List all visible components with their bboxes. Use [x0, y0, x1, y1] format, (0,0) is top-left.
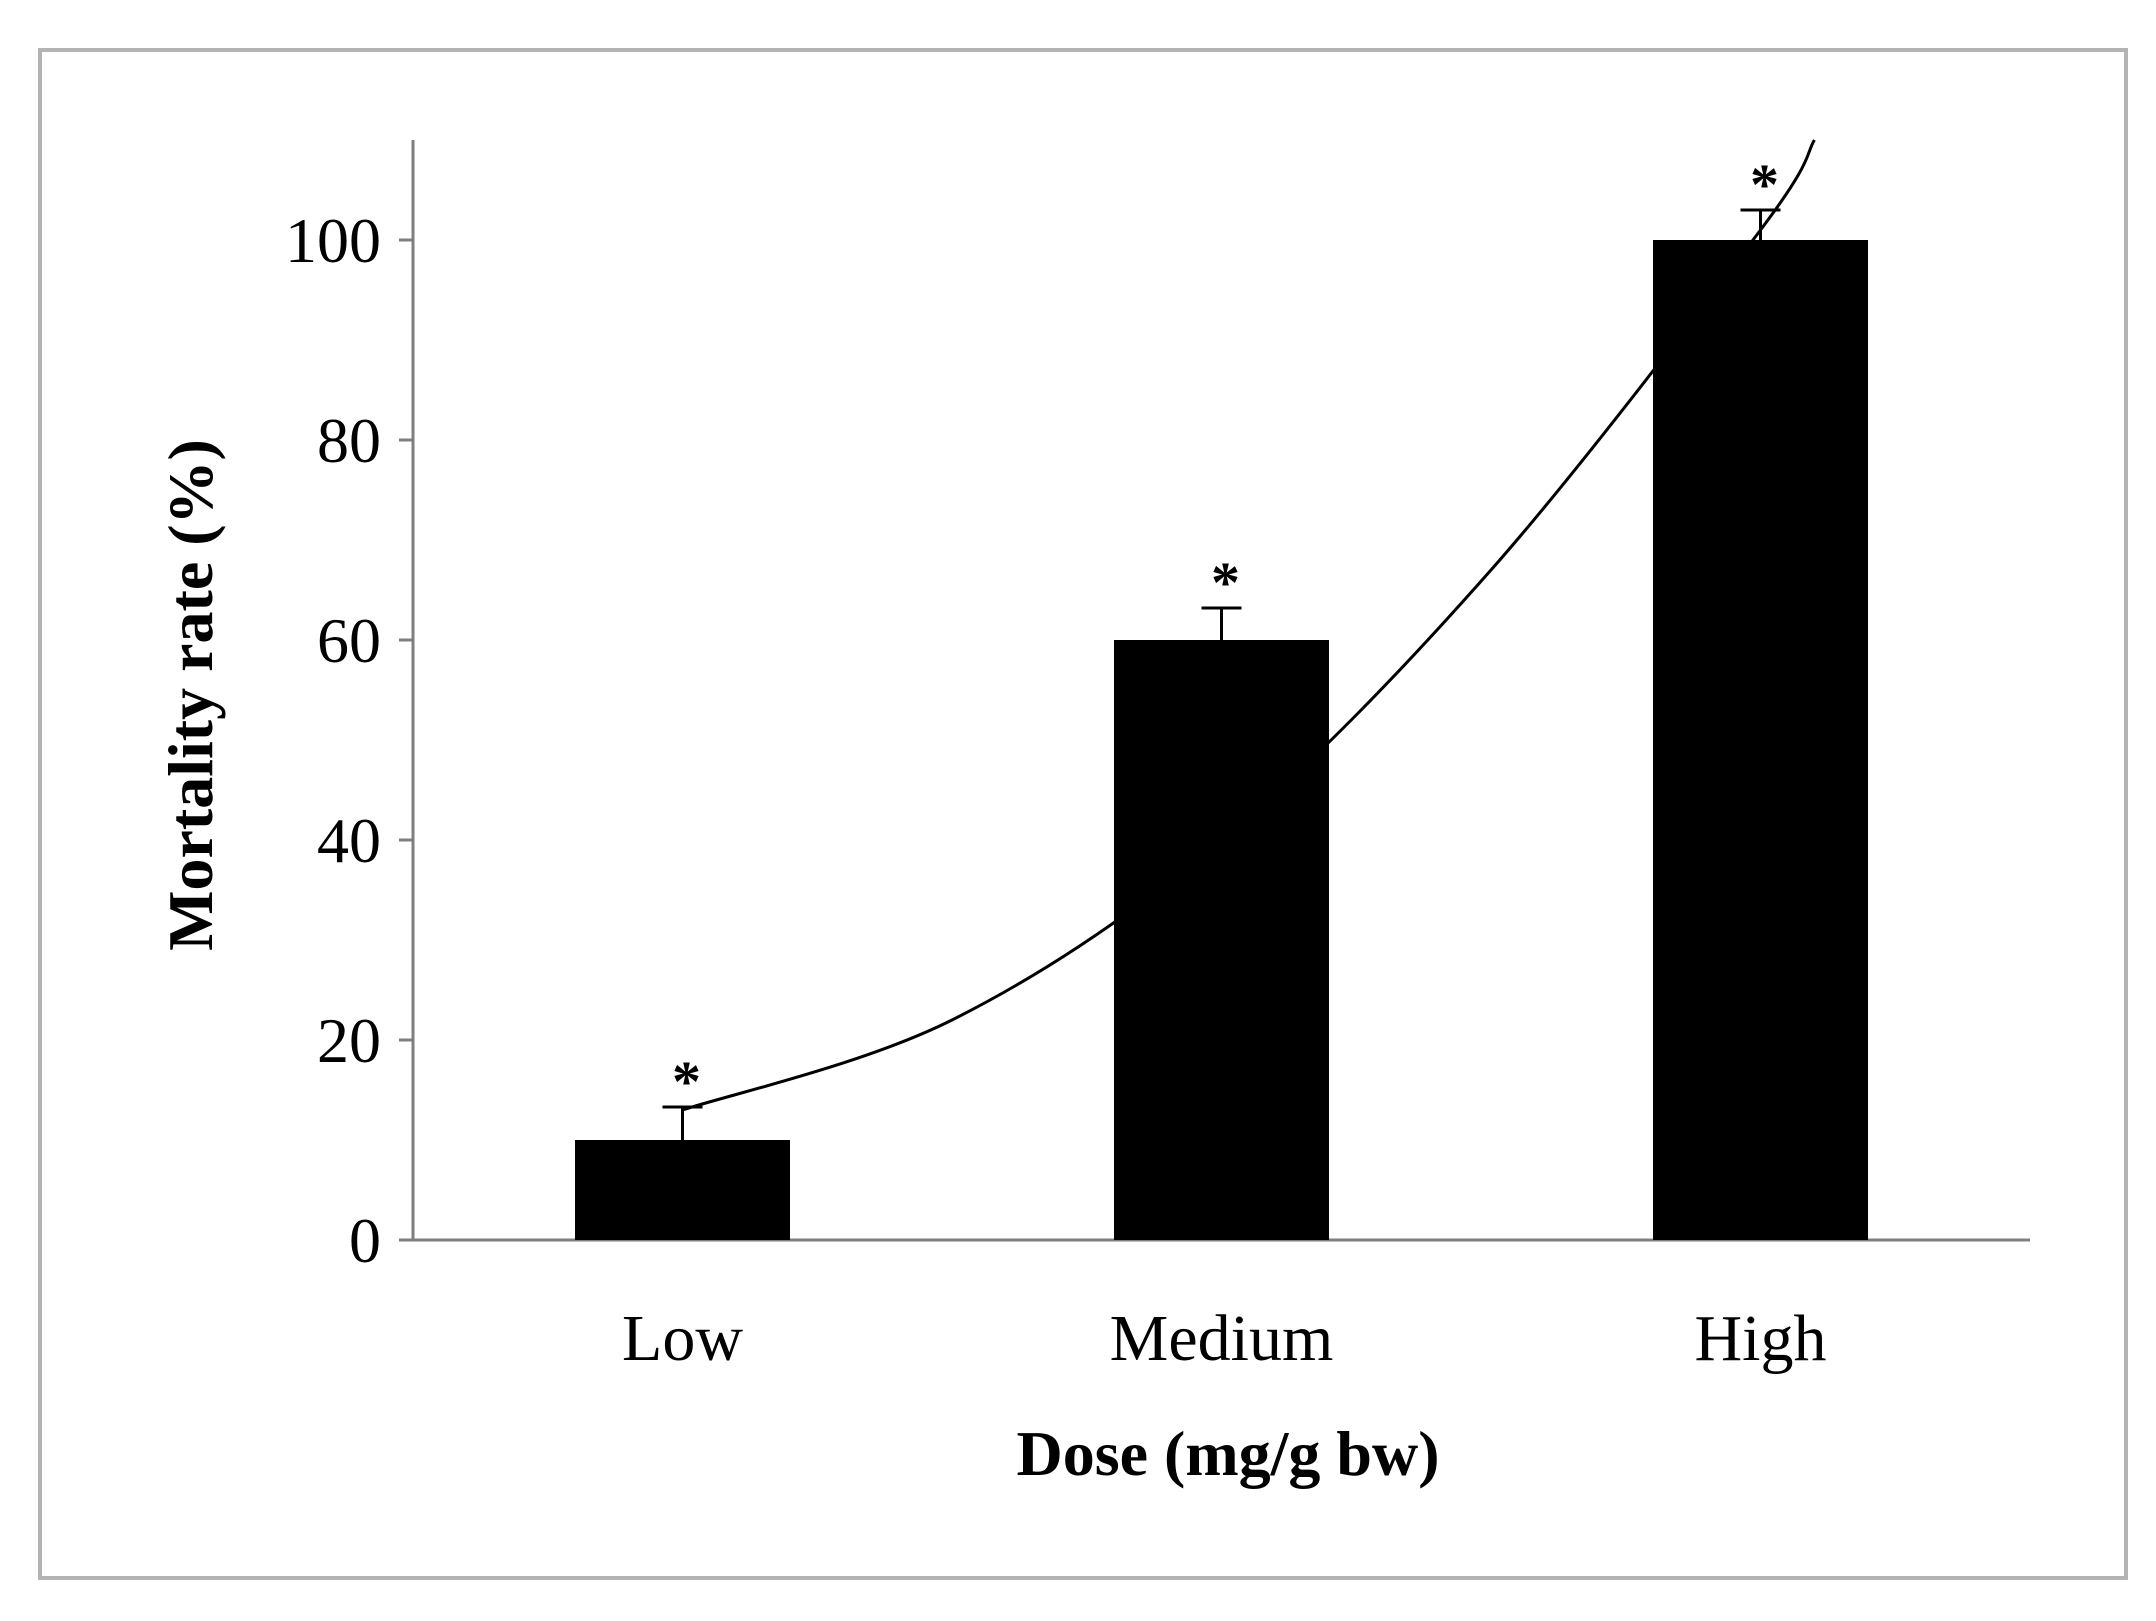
- y-tick-label: 100: [285, 205, 381, 276]
- x-tick-label-high: High: [1695, 1302, 1827, 1375]
- y-axis-title: Mortality rate (%): [155, 439, 226, 951]
- bar-medium: [1114, 640, 1329, 1240]
- exponential-trendline: [682, 139, 1816, 1112]
- x-axis-title: Dose (mg/g bw): [1016, 1418, 1439, 1489]
- x-tick-label-low: Low: [622, 1302, 743, 1375]
- y-tick-label: 80: [317, 405, 381, 476]
- significance-marker: *: [1750, 152, 1779, 217]
- significance-marker: *: [1211, 550, 1240, 615]
- y-tick-label: 0: [349, 1205, 381, 1276]
- bar-low: [575, 1140, 790, 1240]
- y-tick-label: 60: [317, 605, 381, 676]
- significance-marker: *: [672, 1049, 701, 1114]
- x-tick-label-medium: Medium: [1110, 1302, 1334, 1375]
- bar-high: [1653, 240, 1868, 1240]
- y-tick-label: 20: [317, 1005, 381, 1076]
- y-tick-label: 40: [317, 805, 381, 876]
